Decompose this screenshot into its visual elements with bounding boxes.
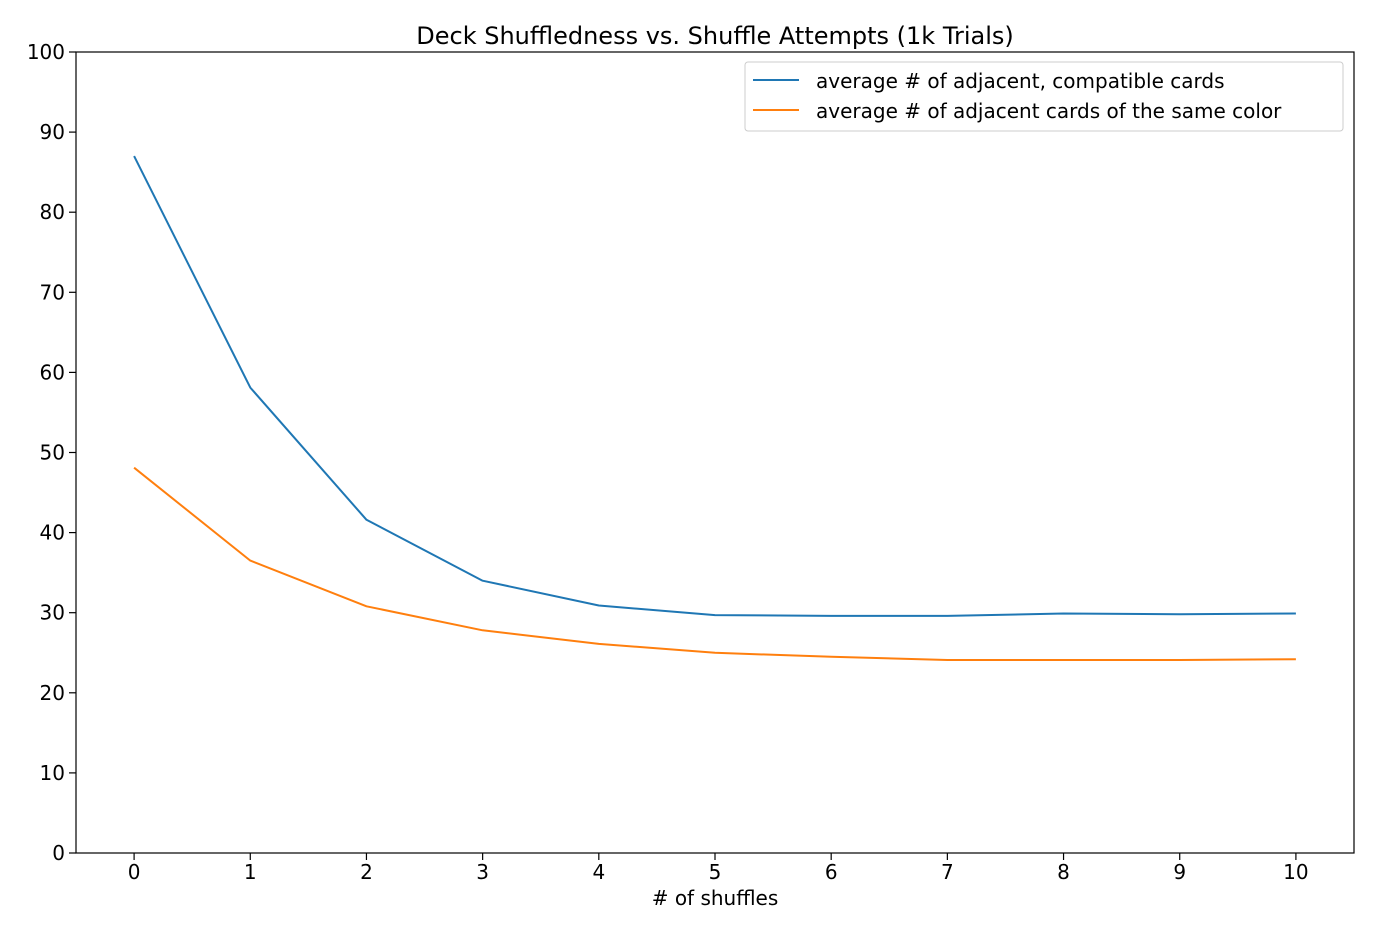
legend-label-same-color-cards: average # of adjacent cards of the same … xyxy=(816,99,1282,123)
x-tick-label: 4 xyxy=(592,860,605,884)
x-tick-label: 9 xyxy=(1173,860,1186,884)
x-tick-label: 8 xyxy=(1057,860,1070,884)
x-tick-label: 7 xyxy=(941,860,954,884)
y-tick-label: 0 xyxy=(52,841,65,865)
series-line-same-color-cards xyxy=(133,466,1296,661)
legend-label-compatible-cards: average # of adjacent, compatible cards xyxy=(816,69,1225,93)
x-tick-label: 5 xyxy=(709,860,722,884)
plot-area-frame xyxy=(75,51,1355,854)
y-tick-label: 40 xyxy=(40,521,65,545)
y-tick-label: 90 xyxy=(40,120,65,144)
y-tick-label: 50 xyxy=(40,441,65,465)
x-tick-label: 2 xyxy=(360,860,373,884)
x-tick-label: 1 xyxy=(244,860,257,884)
chart-title: Deck Shuffledness vs. Shuffle Attempts (… xyxy=(416,22,1013,50)
y-axis: 0 10 20 30 40 50 60 70 80 90 100 xyxy=(27,40,76,865)
y-tick-label: 70 xyxy=(40,280,65,304)
y-tick-label: 10 xyxy=(40,761,65,785)
y-tick-label: 60 xyxy=(40,360,65,384)
y-tick-label: 100 xyxy=(27,40,65,64)
legend: average # of adjacent, compatible cards … xyxy=(744,61,1344,132)
x-axis-title: # of shuffles xyxy=(652,886,779,910)
x-tick-label: 10 xyxy=(1283,860,1308,884)
x-tick-label: 0 xyxy=(128,860,141,884)
x-tick-label: 6 xyxy=(825,860,838,884)
legend-box xyxy=(744,61,1344,132)
y-tick-label: 20 xyxy=(40,681,65,705)
x-axis: 0 1 2 3 4 5 6 7 8 9 10 xyxy=(128,853,1309,884)
y-tick-label: 80 xyxy=(40,200,65,224)
series-line-compatible-cards xyxy=(133,155,1296,617)
y-tick-label: 30 xyxy=(40,601,65,625)
x-tick-label: 3 xyxy=(476,860,489,884)
series-lines xyxy=(133,155,1296,661)
